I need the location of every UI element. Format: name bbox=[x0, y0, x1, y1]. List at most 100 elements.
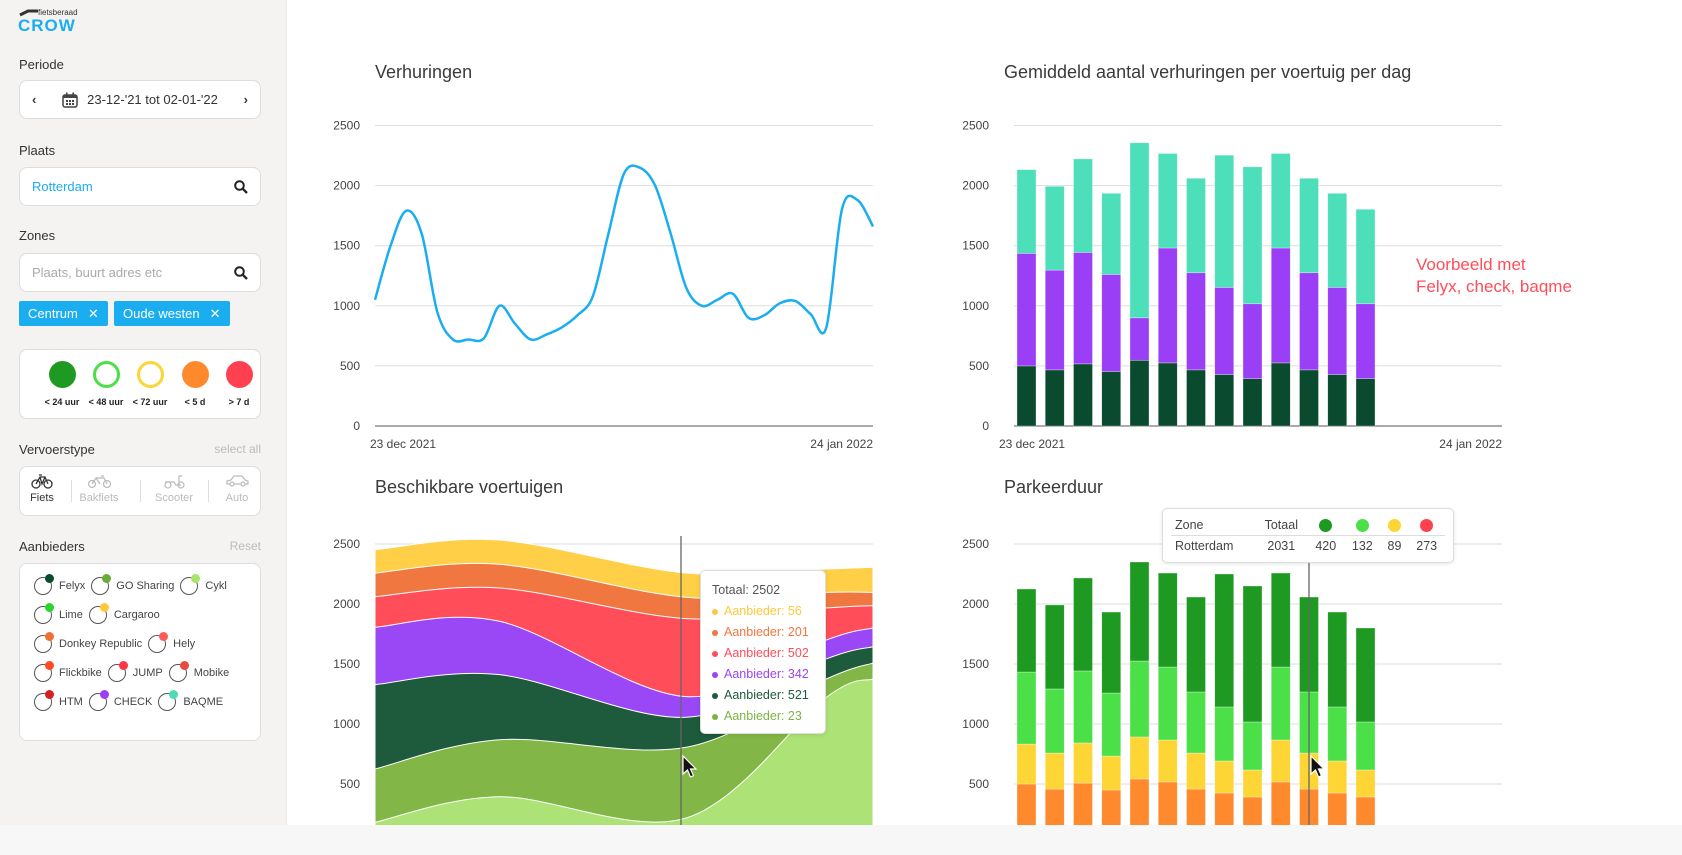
close-icon[interactable]: ✕ bbox=[87, 305, 99, 321]
duration-legend-item[interactable]: < 72 uur bbox=[128, 350, 172, 410]
chevron-left-icon[interactable]: ‹ bbox=[32, 92, 37, 107]
provider-hely[interactable]: Hely bbox=[148, 632, 195, 653]
bar-segment[interactable] bbox=[1186, 596, 1206, 693]
provider-mobike[interactable]: Mobike bbox=[168, 661, 229, 682]
provider-jump[interactable]: JUMP bbox=[107, 661, 163, 682]
bar-segment[interactable] bbox=[1101, 371, 1122, 427]
bar-segment[interactable] bbox=[1016, 743, 1037, 785]
bar-segment[interactable] bbox=[1129, 359, 1150, 427]
provider-flickbike[interactable]: Flickbike bbox=[34, 661, 102, 682]
bar-segment[interactable] bbox=[1214, 760, 1235, 794]
bar-segment[interactable] bbox=[1186, 272, 1206, 371]
bar-segment[interactable] bbox=[1355, 208, 1376, 305]
bar-segment[interactable] bbox=[1073, 363, 1093, 427]
bar-segment[interactable] bbox=[1044, 186, 1065, 271]
bar-segment[interactable] bbox=[1242, 585, 1263, 723]
radio-icon[interactable] bbox=[168, 661, 189, 682]
bar-segment[interactable] bbox=[1101, 692, 1122, 757]
radio-icon[interactable] bbox=[34, 632, 54, 653]
bar-segment[interactable] bbox=[1214, 154, 1235, 288]
provider-htm[interactable]: HTM bbox=[34, 690, 83, 711]
bar-segment[interactable] bbox=[1355, 796, 1376, 825]
radio-icon[interactable] bbox=[180, 574, 201, 595]
bar-segment[interactable] bbox=[1242, 721, 1263, 771]
periode-picker[interactable]: ‹ 23-12-'21 tot 02-01-'22 › bbox=[19, 80, 261, 119]
bar-segment[interactable] bbox=[1016, 783, 1037, 825]
bar-segment[interactable] bbox=[1270, 572, 1291, 668]
bar-segment[interactable] bbox=[1044, 788, 1065, 825]
vervoerstype-fiets[interactable]: Fiets bbox=[12, 473, 72, 504]
plaats-input[interactable]: Rotterdam bbox=[19, 167, 261, 206]
bar-segment[interactable] bbox=[1214, 573, 1235, 708]
bar-segment[interactable] bbox=[1355, 769, 1376, 798]
bar-segment[interactable] bbox=[1214, 706, 1235, 762]
bar-segment[interactable] bbox=[1214, 792, 1235, 825]
bar-segment[interactable] bbox=[1327, 192, 1348, 288]
bar-segment[interactable] bbox=[1101, 274, 1122, 372]
bar-segment[interactable] bbox=[1327, 792, 1348, 825]
vervoerstype-scooter[interactable]: Scooter bbox=[144, 473, 204, 504]
bar-segment[interactable] bbox=[1186, 177, 1206, 274]
bar-segment[interactable] bbox=[1044, 369, 1065, 427]
bar-segment[interactable] bbox=[1270, 739, 1291, 783]
bar-segment[interactable] bbox=[1242, 166, 1263, 305]
zone-chip-centrum[interactable]: Centrum ✕ bbox=[19, 301, 108, 326]
provider-go-sharing[interactable]: GO Sharing bbox=[91, 574, 174, 595]
bar-segment[interactable] bbox=[1016, 253, 1037, 367]
bar-segment[interactable] bbox=[1355, 627, 1376, 723]
bar-segment[interactable] bbox=[1355, 721, 1376, 771]
bar-segment[interactable] bbox=[1016, 588, 1037, 673]
bar-segment[interactable] bbox=[1299, 272, 1319, 371]
bar-segment[interactable] bbox=[1044, 269, 1065, 371]
radio-icon[interactable] bbox=[34, 661, 54, 682]
search-icon[interactable] bbox=[234, 179, 248, 194]
radio-icon[interactable] bbox=[107, 661, 128, 682]
bar-segment[interactable] bbox=[1157, 153, 1178, 249]
bar-segment[interactable] bbox=[1101, 192, 1122, 275]
vervoerstype-auto[interactable]: Auto bbox=[207, 473, 267, 504]
bar-segment[interactable] bbox=[1157, 572, 1178, 668]
bar-segment[interactable] bbox=[1073, 577, 1093, 672]
bar-segment[interactable] bbox=[1327, 706, 1348, 762]
radio-icon[interactable] bbox=[88, 690, 109, 711]
bar-segment[interactable] bbox=[1270, 247, 1291, 364]
radio-icon[interactable] bbox=[88, 603, 109, 624]
duration-legend-item[interactable]: > 7 d bbox=[217, 350, 261, 410]
bar-segment[interactable] bbox=[1270, 781, 1291, 825]
bar-segment[interactable] bbox=[1073, 670, 1093, 744]
provider-check[interactable]: CHECK bbox=[88, 690, 152, 711]
provider-baqme[interactable]: BAQME bbox=[158, 690, 223, 711]
duration-legend-item[interactable]: < 5 d bbox=[173, 350, 217, 410]
bar-segment[interactable] bbox=[1129, 660, 1150, 738]
bar-segment[interactable] bbox=[1242, 378, 1263, 427]
bar-segment[interactable] bbox=[1101, 611, 1122, 694]
vervoerstype-bakfiets[interactable]: Bakfiets bbox=[69, 473, 129, 504]
bar-segment[interactable] bbox=[1242, 769, 1263, 798]
reset-link[interactable]: Reset bbox=[229, 539, 261, 553]
bar-segment[interactable] bbox=[1101, 755, 1122, 791]
bar-segment[interactable] bbox=[1299, 177, 1319, 274]
chevron-right-icon[interactable]: › bbox=[243, 92, 248, 107]
bar-segment[interactable] bbox=[1242, 796, 1263, 825]
radio-icon[interactable] bbox=[34, 574, 54, 595]
duration-legend-item[interactable]: < 24 uur bbox=[40, 350, 84, 410]
bar-segment[interactable] bbox=[1242, 303, 1263, 379]
bar-segment[interactable] bbox=[1016, 671, 1037, 745]
radio-icon[interactable] bbox=[91, 574, 112, 595]
bar-segment[interactable] bbox=[1327, 760, 1348, 794]
bar-segment[interactable] bbox=[1157, 247, 1178, 364]
bar-segment[interactable] bbox=[1016, 365, 1037, 427]
bar-segment[interactable] bbox=[1129, 142, 1150, 319]
provider-lime[interactable]: Lime bbox=[34, 603, 83, 624]
provider-felyx[interactable]: Felyx bbox=[34, 574, 85, 595]
bar-segment[interactable] bbox=[1270, 362, 1291, 427]
provider-cargaroo[interactable]: Cargaroo bbox=[88, 603, 160, 624]
zone-chip-oude-westen[interactable]: Oude westen ✕ bbox=[114, 301, 230, 326]
bar-segment[interactable] bbox=[1299, 369, 1319, 427]
radio-icon[interactable] bbox=[158, 690, 179, 711]
bar-segment[interactable] bbox=[1355, 378, 1376, 427]
bar-segment[interactable] bbox=[1129, 736, 1150, 780]
bar-segment[interactable] bbox=[1016, 169, 1037, 254]
bar-segment[interactable] bbox=[1129, 778, 1150, 825]
bar-segment[interactable] bbox=[1355, 303, 1376, 379]
